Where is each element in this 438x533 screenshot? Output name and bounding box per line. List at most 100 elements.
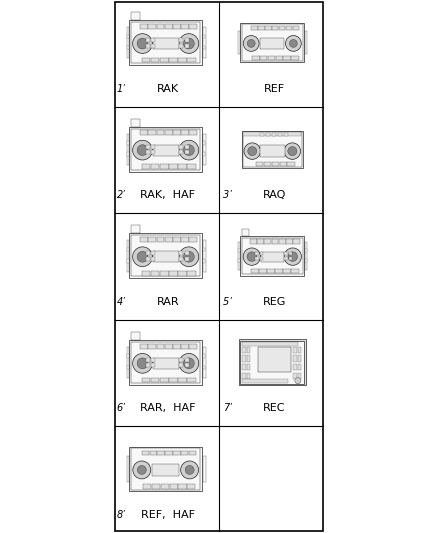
- Bar: [243, 132, 302, 167]
- Bar: [157, 451, 165, 455]
- Bar: [146, 145, 150, 149]
- Bar: [173, 344, 181, 349]
- Bar: [240, 23, 304, 62]
- Circle shape: [184, 38, 194, 49]
- Bar: [160, 58, 169, 62]
- Bar: [131, 235, 201, 277]
- Bar: [279, 27, 286, 30]
- Bar: [180, 252, 184, 255]
- Bar: [293, 27, 299, 30]
- Bar: [305, 31, 307, 54]
- Bar: [142, 165, 150, 169]
- Circle shape: [137, 38, 148, 49]
- Text: ’: ’: [229, 403, 232, 413]
- Bar: [187, 271, 196, 276]
- Circle shape: [133, 247, 152, 266]
- Text: ’: ’: [123, 190, 125, 199]
- Bar: [127, 134, 130, 165]
- Bar: [187, 165, 196, 169]
- Bar: [298, 356, 301, 361]
- Bar: [148, 131, 156, 135]
- Bar: [272, 133, 276, 135]
- Bar: [298, 364, 301, 370]
- Bar: [187, 58, 196, 62]
- Bar: [165, 344, 173, 349]
- Bar: [151, 38, 155, 42]
- Bar: [151, 358, 155, 362]
- Bar: [151, 44, 155, 47]
- Text: REG: REG: [263, 297, 286, 307]
- Bar: [180, 358, 184, 362]
- Bar: [131, 12, 140, 20]
- Bar: [169, 58, 178, 62]
- Bar: [173, 451, 180, 455]
- Bar: [286, 27, 292, 30]
- Bar: [305, 242, 307, 270]
- Bar: [142, 58, 150, 62]
- Bar: [127, 456, 130, 482]
- Bar: [291, 56, 299, 60]
- Bar: [238, 249, 240, 252]
- Circle shape: [184, 145, 194, 156]
- Bar: [203, 134, 205, 165]
- Text: REF,  HAF: REF, HAF: [141, 510, 195, 520]
- Bar: [180, 257, 184, 261]
- Bar: [251, 27, 258, 30]
- Bar: [257, 239, 264, 244]
- Bar: [131, 128, 201, 170]
- Bar: [203, 152, 205, 156]
- Bar: [203, 240, 205, 271]
- Circle shape: [244, 143, 261, 159]
- Bar: [131, 22, 201, 63]
- Bar: [272, 162, 279, 166]
- Bar: [131, 448, 201, 490]
- Bar: [203, 141, 205, 145]
- Circle shape: [179, 247, 199, 266]
- Bar: [305, 249, 307, 252]
- Bar: [242, 342, 298, 346]
- Bar: [151, 165, 159, 169]
- Bar: [178, 271, 187, 276]
- Bar: [203, 35, 205, 38]
- Bar: [140, 344, 148, 349]
- Circle shape: [137, 145, 148, 156]
- Circle shape: [295, 377, 301, 384]
- Bar: [146, 44, 150, 47]
- Bar: [146, 150, 150, 154]
- Text: 1: 1: [117, 84, 123, 94]
- Bar: [276, 56, 283, 60]
- Bar: [293, 356, 297, 361]
- Bar: [131, 119, 140, 127]
- Bar: [240, 236, 304, 276]
- Bar: [256, 162, 263, 166]
- Bar: [160, 165, 169, 169]
- Circle shape: [133, 353, 152, 373]
- Bar: [203, 27, 205, 58]
- Bar: [184, 38, 188, 42]
- Bar: [184, 252, 188, 255]
- Bar: [247, 364, 250, 370]
- Circle shape: [137, 252, 148, 262]
- Bar: [130, 127, 202, 172]
- Bar: [287, 162, 295, 166]
- Bar: [181, 237, 189, 242]
- Bar: [169, 165, 178, 169]
- Text: 2: 2: [117, 190, 123, 200]
- Bar: [255, 252, 258, 255]
- Text: RAR: RAR: [156, 297, 179, 307]
- Bar: [178, 378, 187, 382]
- Bar: [178, 165, 187, 169]
- Text: REC: REC: [263, 403, 286, 414]
- Bar: [242, 347, 246, 353]
- Bar: [238, 259, 240, 262]
- Bar: [181, 24, 189, 29]
- Bar: [242, 373, 246, 379]
- Bar: [189, 451, 196, 455]
- Bar: [184, 358, 188, 362]
- Bar: [272, 27, 279, 30]
- Bar: [178, 58, 187, 62]
- Bar: [238, 242, 240, 270]
- Bar: [259, 252, 263, 255]
- Bar: [143, 484, 152, 489]
- Bar: [142, 378, 150, 382]
